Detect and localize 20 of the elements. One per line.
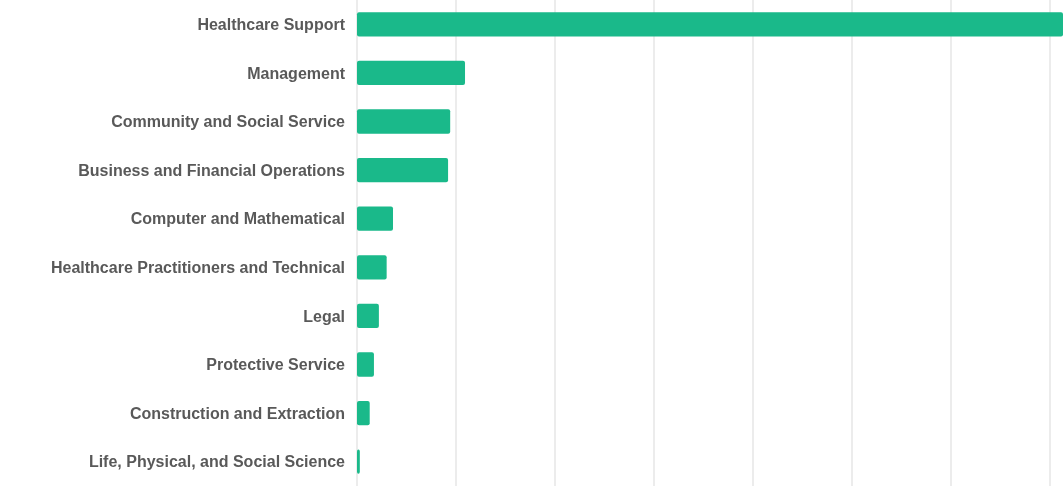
bar — [357, 303, 379, 329]
bar — [357, 255, 387, 280]
y-tick-label: Construction and Extraction — [129, 404, 345, 422]
bar — [357, 12, 1063, 37]
bar — [357, 352, 374, 377]
y-tick-label: Business and Financial Operations — [78, 161, 346, 179]
y-tick-label: Healthcare Practitioners and Technical — [50, 258, 345, 276]
bar — [357, 109, 451, 134]
bar — [357, 60, 466, 86]
y-tick-label: Computer and Mathematical — [130, 210, 345, 228]
y-tick-label: Healthcare Support — [197, 15, 346, 33]
bar — [357, 206, 394, 231]
y-tick-label: Protective Service — [206, 356, 346, 374]
bar — [357, 449, 360, 474]
bar — [357, 400, 370, 426]
y-tick-label: Management — [247, 64, 346, 82]
y-tick-label: Life, Physical, and Social Science — [88, 453, 346, 471]
bar — [357, 157, 449, 183]
y-tick-label: Community and Social Service — [111, 113, 346, 131]
y-tick-label: Legal — [303, 307, 345, 325]
